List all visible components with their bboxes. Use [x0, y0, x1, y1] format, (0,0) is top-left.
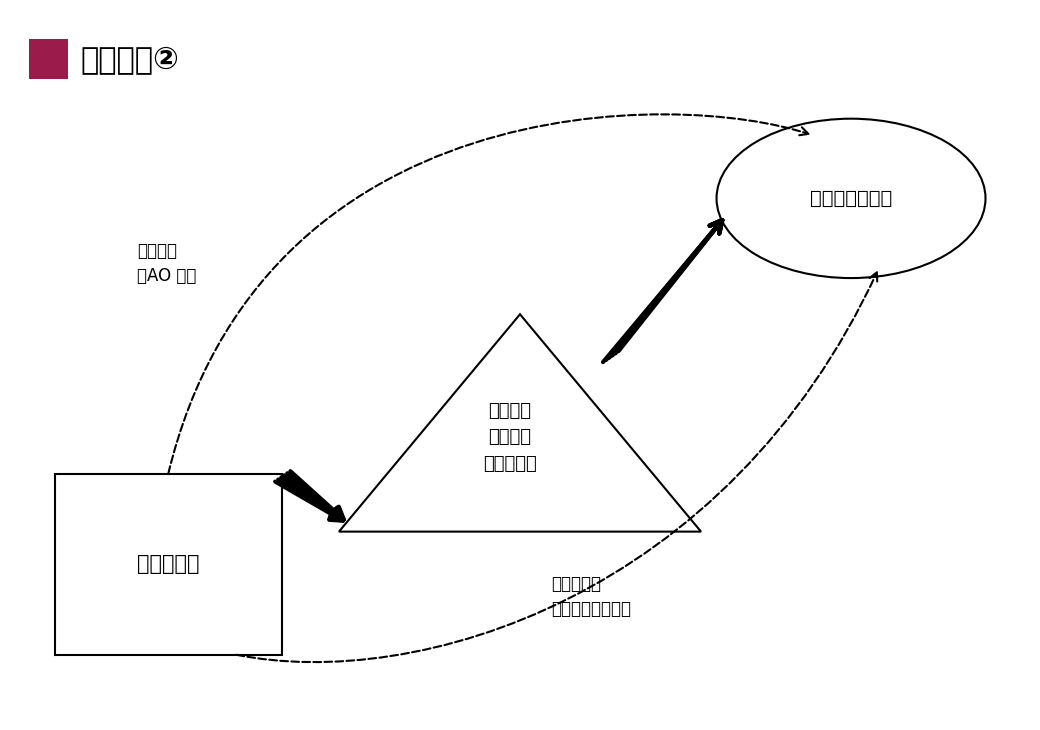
Text: 成績が悪い: 成績が悪い — [137, 554, 200, 575]
FancyBboxPatch shape — [54, 474, 282, 655]
Text: 海外に出て
帰国子女枠を狙う: 海外に出て 帰国子女枠を狙う — [551, 575, 631, 618]
Polygon shape — [339, 315, 701, 531]
Text: 推薦入試
・AO 入試: 推薦入試 ・AO 入試 — [137, 242, 197, 285]
Text: おでん図②: おでん図② — [80, 45, 179, 74]
FancyArrowPatch shape — [168, 115, 808, 474]
Text: 良い大学に入る: 良い大学に入る — [810, 189, 892, 208]
Ellipse shape — [717, 119, 986, 278]
Text: 大学受験
のための
勉強をする: 大学受験 のための 勉強をする — [483, 402, 537, 473]
FancyBboxPatch shape — [29, 39, 68, 79]
FancyArrowPatch shape — [236, 272, 877, 662]
